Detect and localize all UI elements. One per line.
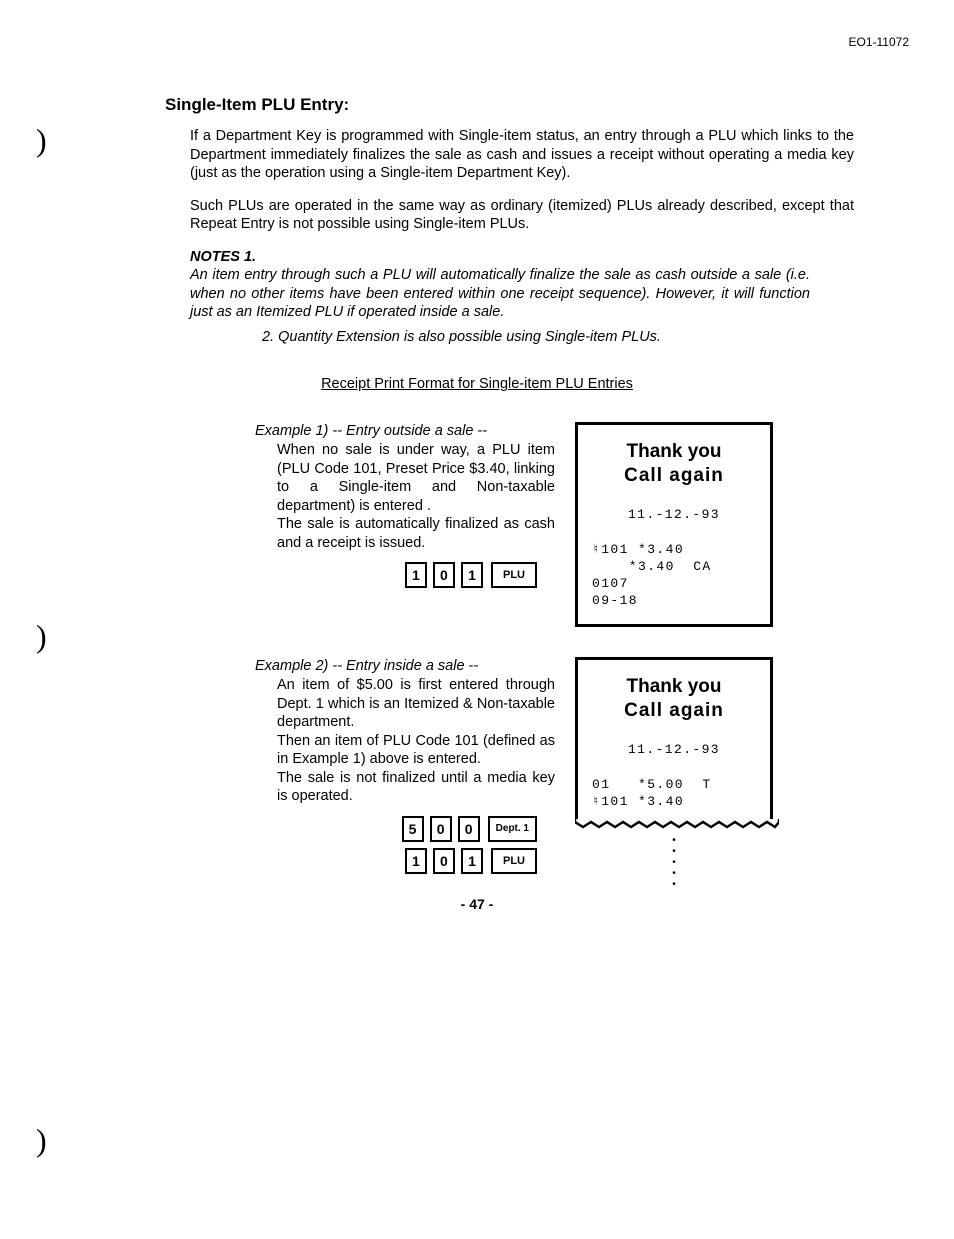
numeric-key: 0 — [430, 816, 452, 842]
example-body: An item of $5.00 is first entered throug… — [277, 676, 555, 732]
document-id: EO1-11072 — [849, 35, 910, 49]
continuation-dots-icon: ••••• — [575, 835, 773, 890]
receipt-date: 11.-12.-93 — [592, 507, 756, 522]
example-1: Example 1) -- Entry outside a sale -- Wh… — [255, 422, 854, 627]
subheading: Receipt Print Format for Single-item PLU… — [40, 376, 914, 392]
numeric-key: 0 — [433, 848, 455, 874]
section-heading: Single-Item PLU Entry: — [165, 95, 914, 115]
plu-key: PLU — [491, 848, 537, 874]
note-item: An item entry through such a PLU will au… — [190, 266, 810, 322]
receipt-date: 11.-12.-93 — [592, 742, 756, 757]
example-body: The sale is not finalized until a media … — [277, 769, 555, 806]
receipt-thank: Thank you — [592, 441, 756, 463]
margin-paren-icon: ) — [36, 618, 47, 655]
numeric-key: 0 — [433, 562, 455, 588]
receipt-line: 09-18 — [592, 593, 756, 608]
receipt-line: ♮101 *3.40 — [592, 794, 756, 809]
notes-block: NOTES 1. An item entry through such a PL… — [190, 248, 854, 347]
key-sequence: 1 0 1 PLU — [255, 562, 537, 588]
example-text: Example 1) -- Entry outside a sale -- Wh… — [255, 422, 555, 588]
note-item: 2. Quantity Extension is also possible u… — [262, 328, 854, 347]
key-sequence: 1 0 1 PLU — [255, 848, 537, 874]
numeric-key: 1 — [461, 848, 483, 874]
receipt-line: ♮101 *3.40 — [592, 542, 756, 557]
receipt-line: 0107 — [592, 576, 756, 591]
example-title: Example 1) -- Entry outside a sale -- — [255, 422, 555, 441]
notes-label: NOTES 1. — [190, 248, 256, 267]
paragraph: Such PLUs are operated in the same way a… — [190, 197, 854, 234]
receipt-line: *3.40 CA — [592, 559, 756, 574]
torn-edge-icon — [575, 819, 779, 831]
receipt-example-2: Thank you Call again 11.-12.-93 01 *5.00… — [575, 657, 773, 819]
receipt-thank: Thank you — [592, 676, 756, 698]
example-2: Example 2) -- Entry inside a sale -- An … — [255, 657, 854, 890]
numeric-key: 1 — [405, 562, 427, 588]
receipt-call: Call again — [592, 700, 756, 722]
receipt-line: 01 *5.00 T — [592, 777, 756, 792]
example-body: When no sale is under way, a PLU item (P… — [277, 441, 555, 515]
example-body: Then an item of PLU Code 101 (defined as… — [277, 732, 555, 769]
dept-key: Dept. 1 — [488, 816, 537, 842]
example-body: The sale is automatically finalized as c… — [277, 515, 555, 552]
page-number: - 47 - — [0, 896, 954, 912]
paragraph: If a Department Key is programmed with S… — [190, 127, 854, 183]
numeric-key: 1 — [461, 562, 483, 588]
numeric-key: 5 — [402, 816, 424, 842]
example-text: Example 2) -- Entry inside a sale -- An … — [255, 657, 555, 873]
margin-paren-icon: ) — [36, 122, 47, 159]
margin-paren-icon: ) — [36, 1122, 47, 1159]
example-title: Example 2) -- Entry inside a sale -- — [255, 657, 555, 676]
numeric-key: 0 — [458, 816, 480, 842]
key-sequence: 5 0 0 Dept. 1 — [255, 816, 537, 842]
receipt-call: Call again — [592, 465, 756, 487]
receipt-wrap: Thank you Call again 11.-12.-93 01 *5.00… — [555, 657, 779, 890]
page: EO1-11072 ) ) ) Single-Item PLU Entry: I… — [0, 0, 954, 940]
numeric-key: 1 — [405, 848, 427, 874]
receipt-example-1: Thank you Call again 11.-12.-93 ♮101 *3.… — [575, 422, 773, 627]
plu-key: PLU — [491, 562, 537, 588]
